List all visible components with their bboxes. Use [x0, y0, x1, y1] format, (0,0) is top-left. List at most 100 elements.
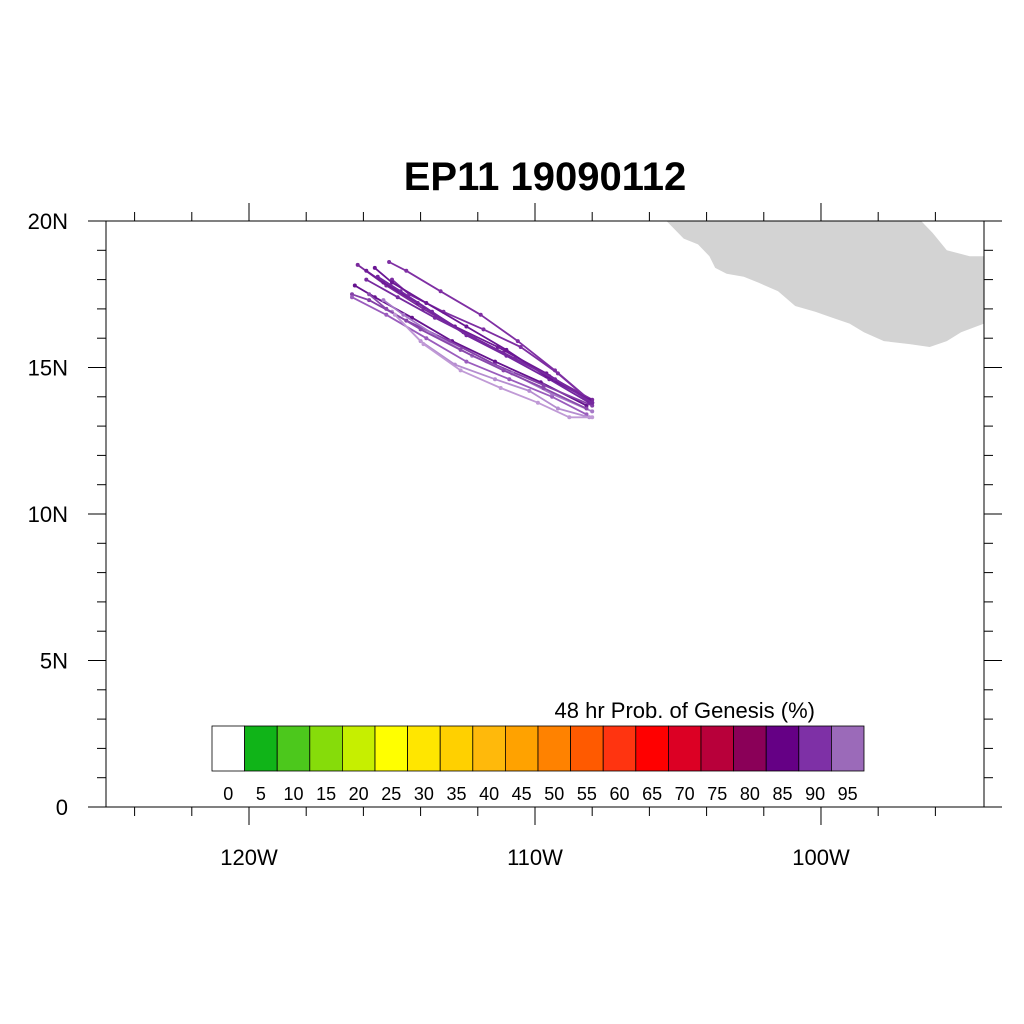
- colorbar-label: 55: [577, 784, 597, 804]
- track-point: [355, 262, 360, 267]
- track-point: [493, 359, 497, 364]
- colorbar-label: 40: [479, 784, 499, 804]
- colorbar-swatch: [211, 725, 245, 772]
- colorbar-swatch: [309, 725, 343, 772]
- track-point: [464, 324, 469, 329]
- track-point: [504, 347, 509, 352]
- lat-tick-label: 5N: [40, 649, 68, 674]
- colorbar-swatch: [374, 725, 408, 772]
- colorbar-swatch: [472, 725, 506, 772]
- colorbar-swatch: [537, 725, 571, 772]
- track-point: [515, 339, 520, 344]
- lon-tick-label: 100W: [792, 845, 850, 870]
- colorbar-label: 20: [349, 784, 369, 804]
- colorbar-label: 30: [414, 784, 434, 804]
- track-point: [387, 260, 392, 264]
- track-point: [390, 280, 394, 285]
- colorbar-swatch: [798, 725, 832, 772]
- lat-tick-label: 10N: [28, 502, 68, 527]
- colorbar-label: 35: [446, 784, 466, 804]
- colorbar-label: 95: [838, 784, 858, 804]
- colorbar-label: 85: [772, 784, 792, 804]
- colorbar-label: 15: [316, 784, 336, 804]
- lat-tick-label: 0: [56, 795, 68, 820]
- track-point: [364, 268, 369, 273]
- lat-tick-label: 20N: [28, 209, 68, 234]
- track-point: [535, 400, 540, 405]
- track-point: [541, 386, 546, 390]
- track-point: [590, 400, 595, 405]
- track-point: [493, 377, 497, 382]
- track-point: [472, 336, 477, 341]
- track-point: [430, 309, 434, 314]
- track-point: [498, 386, 503, 390]
- track-point: [432, 315, 437, 320]
- track-point: [384, 306, 389, 311]
- track-point: [401, 312, 406, 317]
- track-point: [375, 274, 380, 279]
- colorbar-label: 0: [223, 784, 233, 804]
- track-point: [438, 289, 443, 294]
- track-line: [388, 261, 591, 401]
- track-point: [567, 415, 572, 420]
- track-point: [424, 301, 429, 305]
- track-point: [478, 312, 483, 317]
- colorbar-swatch: [341, 725, 376, 772]
- track-point: [424, 336, 429, 341]
- track-point: [584, 403, 589, 408]
- colorbar-label: 5: [256, 784, 266, 804]
- track-point: [481, 327, 486, 332]
- plot-area: 0 5N 10N 15N 20N 120W 110W 100W: [28, 203, 1002, 870]
- track-point: [590, 403, 595, 408]
- track-point: [352, 283, 357, 288]
- track-point: [590, 415, 595, 420]
- colorbar-label: 70: [675, 784, 695, 804]
- track-point: [364, 277, 369, 282]
- track-point: [398, 289, 403, 294]
- track-point: [527, 388, 532, 393]
- colorbar-swatch: [407, 725, 441, 772]
- track-point: [372, 265, 377, 270]
- track-point: [507, 377, 512, 382]
- colorbar-label: 60: [609, 784, 629, 804]
- colorbar-label: 25: [381, 784, 401, 804]
- track-point: [458, 368, 463, 373]
- colorbar-swatch: [244, 725, 278, 772]
- track-point: [518, 345, 523, 349]
- track-point: [555, 406, 560, 411]
- lat-tick-label: 15N: [28, 356, 68, 381]
- colorbar-label: 80: [740, 784, 760, 804]
- track-point: [590, 409, 595, 414]
- colorbar-swatch: [504, 725, 539, 772]
- track-point: [458, 347, 463, 352]
- colorbar-swatch: [733, 725, 767, 772]
- colorbar-swatch: [570, 725, 604, 772]
- colorbar-swatch: [765, 725, 800, 772]
- track-point: [553, 377, 557, 382]
- colorbar-swatch: [602, 725, 637, 772]
- colorbar-label: 45: [512, 784, 532, 804]
- track-point: [381, 298, 386, 303]
- land-mass: [666, 221, 984, 347]
- colorbar-swatch: [700, 725, 734, 772]
- track-point: [418, 327, 423, 332]
- lon-tick-label: 110W: [507, 845, 563, 870]
- colorbar-swatch: [668, 725, 702, 772]
- track-point: [367, 298, 372, 303]
- track-point: [404, 268, 409, 273]
- colorbar-label: 75: [707, 784, 727, 804]
- track-point: [550, 394, 555, 399]
- colorbar-swatch: [635, 725, 669, 772]
- track-point: [464, 359, 469, 364]
- axis-ticks: [88, 203, 1002, 825]
- track-point: [384, 312, 389, 317]
- track-point: [501, 368, 506, 373]
- track-line: [382, 299, 594, 413]
- track-point: [421, 342, 426, 347]
- colorbar-swatch: [439, 725, 474, 772]
- storm-tracks: [350, 260, 595, 420]
- track-point: [541, 383, 546, 388]
- colorbar-label: 65: [642, 784, 662, 804]
- track-point: [395, 295, 400, 300]
